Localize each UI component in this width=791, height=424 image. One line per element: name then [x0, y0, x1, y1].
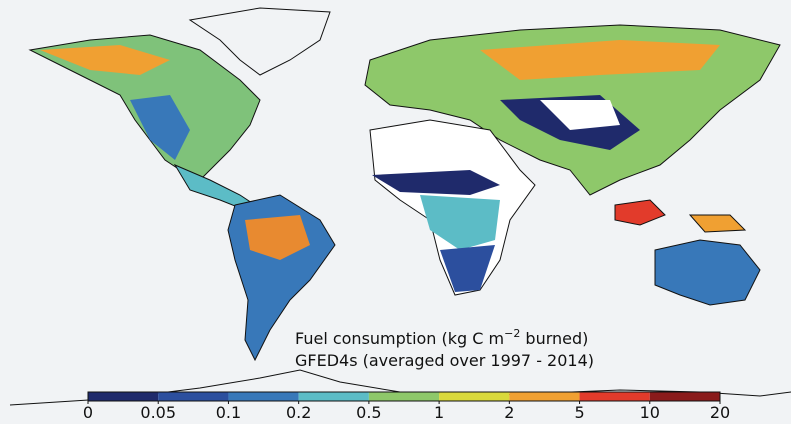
colorbar-tick-label: 0.05: [140, 403, 176, 422]
amazon: [245, 215, 310, 260]
colorbar-segment: [509, 392, 580, 401]
desert-asia: [540, 100, 620, 130]
central-africa: [420, 195, 500, 250]
colorbar-segment: [579, 392, 650, 401]
continents: [9, 7, 791, 406]
colorbar: 0 0.05 0.1 0.2 0.5 1 2 5 10 20: [83, 391, 730, 422]
colorbar-tick-label: 10: [640, 403, 660, 422]
colorbar-tick-label: 0.1: [216, 403, 241, 422]
colorbar-tick-label: 5: [574, 403, 584, 422]
colorbar-segment: [298, 392, 369, 401]
colorbar-tick-label: 1: [434, 403, 444, 422]
colorbar-segment: [88, 392, 159, 401]
colorbar-segment: [439, 392, 510, 401]
title-part: burned): [520, 329, 588, 348]
south-africa: [440, 245, 495, 292]
colorbar-tick-label: 0: [83, 403, 93, 422]
colorbar-tick-label: 0.5: [356, 403, 381, 422]
sahel: [372, 170, 500, 195]
colorbar-frame: [87, 391, 721, 402]
new-guinea: [688, 214, 747, 233]
na-boreal: [40, 45, 170, 75]
colorbar-segment: [649, 392, 720, 401]
colorbar-tick-label: 2: [504, 403, 514, 422]
title-part: Fuel consumption (kg C m: [295, 329, 504, 348]
colorbar-segment: [228, 392, 299, 401]
siberia: [480, 40, 720, 80]
colorbar-segment: [368, 392, 440, 401]
map-title: Fuel consumption (kg C m−2 burned): [295, 327, 588, 348]
colorbar-segment: [158, 392, 229, 401]
sumatra-borneo: [614, 199, 666, 226]
greenland: [188, 7, 331, 76]
title-superscript: −2: [504, 327, 520, 340]
colorbar-tick-label: 0.2: [286, 403, 311, 422]
colorbar-tick-label: 20: [710, 403, 730, 422]
map-subtitle: GFED4s (averaged over 1997 - 2014): [295, 351, 594, 370]
na-west: [130, 95, 190, 160]
australia: [654, 239, 761, 306]
